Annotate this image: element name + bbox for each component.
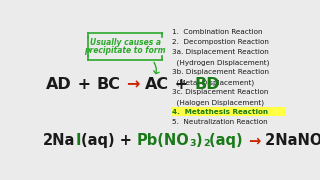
Text: I: I [76,133,81,148]
Text: 2: 2 [203,139,210,148]
Text: precipitate to form: precipitate to form [84,46,166,55]
Text: 2NaNO: 2NaNO [260,133,320,148]
Text: 2.  Decompostion Reaction: 2. Decompostion Reaction [172,39,268,45]
Text: 3: 3 [190,139,196,148]
Text: (Halogen Displacement): (Halogen Displacement) [172,99,264,106]
Text: (aq): (aq) [210,133,248,148]
Text: AC: AC [145,77,170,92]
FancyBboxPatch shape [171,107,286,116]
Text: BD: BD [194,77,220,92]
Text: (Metal Displacement): (Metal Displacement) [172,79,254,86]
Text: AD: AD [46,77,72,92]
Text: 3b. Displacement Reaction: 3b. Displacement Reaction [172,69,269,75]
Text: Usually causes a: Usually causes a [90,38,161,47]
Text: 4.  Metathesis Reaction: 4. Metathesis Reaction [172,109,268,115]
Text: 5.  Neutralization Reaction: 5. Neutralization Reaction [172,120,268,125]
Text: +: + [170,77,194,92]
Text: BC: BC [97,77,121,92]
Text: (Hydrogen Displacement): (Hydrogen Displacement) [172,59,269,66]
Text: (aq) +: (aq) + [81,133,137,148]
Text: 3a. Displacement Reaction: 3a. Displacement Reaction [172,49,268,55]
Text: ): ) [196,133,203,148]
Text: Pb(NO: Pb(NO [137,133,190,148]
Text: 2Na: 2Na [43,133,76,148]
Text: 1.  Combination Reaction: 1. Combination Reaction [172,29,262,35]
Text: →: → [126,77,140,92]
Text: 3c. Displacement Reaction: 3c. Displacement Reaction [172,89,268,95]
Text: →: → [248,133,260,148]
Text: +: + [72,77,97,92]
